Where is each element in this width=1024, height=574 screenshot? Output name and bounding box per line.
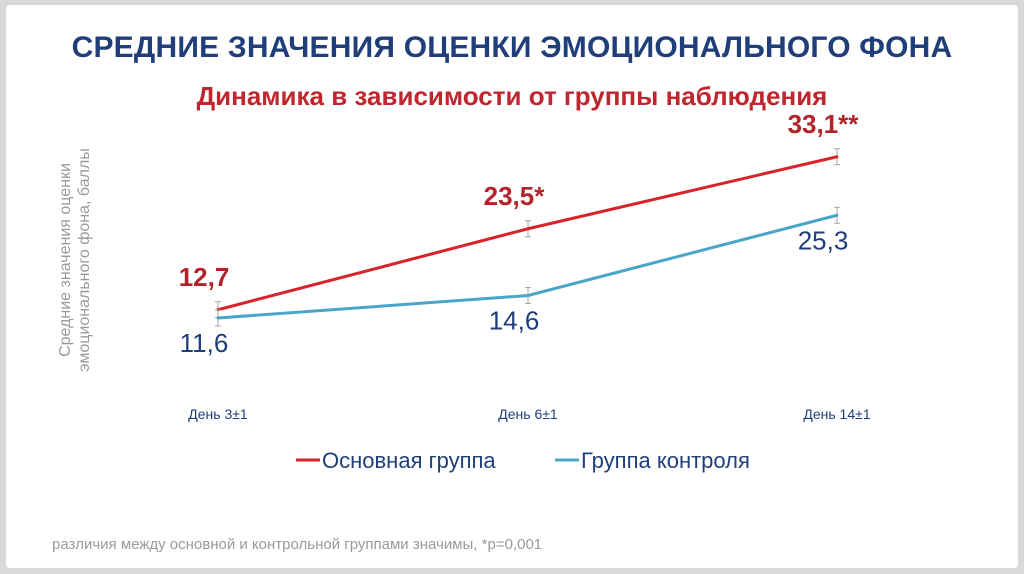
page-subtitle: Динамика в зависимости от группы наблюде…	[196, 81, 828, 111]
legend-label: Группа контроля	[581, 448, 750, 473]
page-title: СРЕДНИЕ ЗНАЧЕНИЯ ОЦЕНКИ ЭМОЦИОНАЛЬНОГО Ф…	[71, 31, 953, 64]
data-label: 33,1**	[788, 109, 860, 139]
series-line	[216, 213, 839, 320]
data-label: 25,3	[798, 225, 849, 255]
x-tick-label: День 14±1	[803, 406, 870, 422]
x-tick-label: День 6±1	[498, 406, 558, 422]
line-chart: День 3±1 День 6±1 День 14±1 12,7 23,5* 33,1**…	[179, 109, 871, 473]
legend-label: Основная группа	[322, 448, 496, 473]
slide: СРЕДНИЕ ЗНАЧЕНИЯ ОЦЕНКИ ЭМОЦИОНАЛЬНОГО Ф…	[6, 5, 1018, 568]
data-label: 23,5*	[484, 181, 546, 211]
x-tick-label: День 3±1	[188, 406, 248, 422]
data-label: 11,6	[180, 328, 229, 358]
series-line	[216, 155, 839, 312]
footnote: различия между основной и контрольной гр…	[52, 536, 543, 553]
data-label: 12,7	[179, 262, 230, 292]
data-label: 14,6	[489, 306, 540, 336]
